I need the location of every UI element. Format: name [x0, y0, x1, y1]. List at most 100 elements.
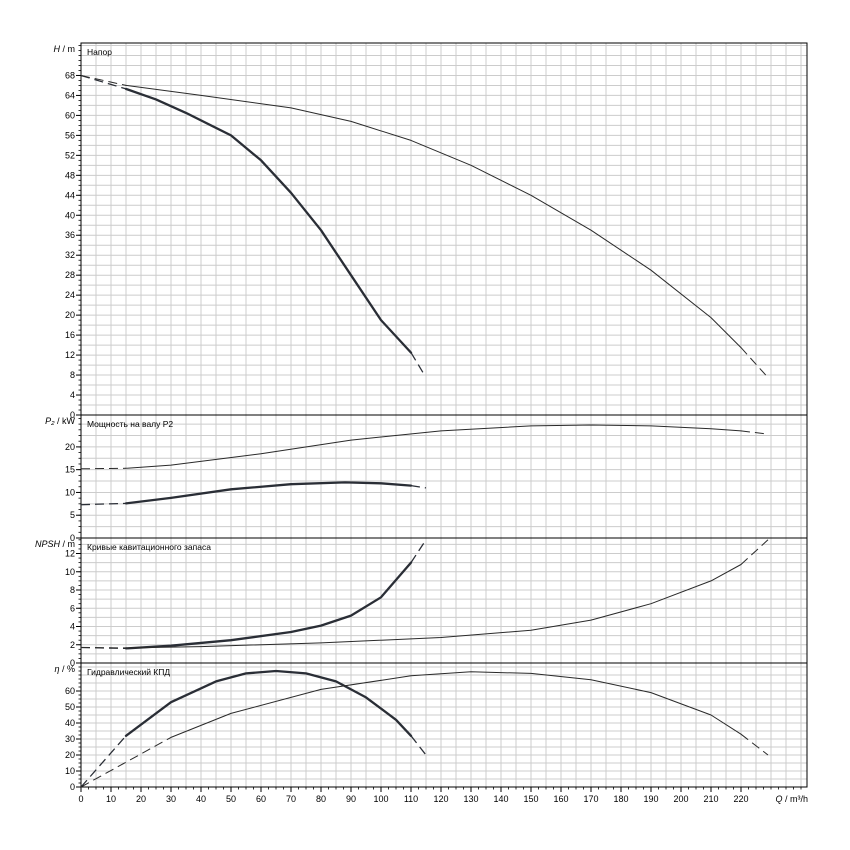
- y-axis-label-name: H: [54, 44, 61, 54]
- y-tick-label-efficiency: 40: [65, 718, 75, 728]
- curve-dashed-end-head-1: [740, 347, 769, 378]
- panel-frame-efficiency: [80, 662, 808, 788]
- y-tick-label-head: 52: [65, 150, 75, 160]
- x-tick-label: 20: [136, 794, 146, 804]
- x-tick-label: 30: [166, 794, 176, 804]
- y-tick-label-head: 60: [65, 110, 75, 120]
- y-axis-label-unit: / m: [60, 44, 75, 54]
- x-tick-label: 200: [673, 794, 688, 804]
- y-axis-label-unit: / m: [60, 539, 75, 549]
- y-tick-label-power: 10: [65, 487, 75, 497]
- curve-dashed-start-efficiency-0: [80, 735, 127, 788]
- y-tick-label-head: 0: [70, 410, 75, 420]
- y-tick-label-power: 20: [65, 442, 75, 452]
- y-tick-label-head: 44: [65, 190, 75, 200]
- y-tick-label-power: 0: [70, 533, 75, 543]
- x-tick-label: 80: [316, 794, 326, 804]
- curve-solid-npsh-0: [124, 561, 413, 650]
- y-tick-label-efficiency: 20: [65, 750, 75, 760]
- y-tick-label-npsh: 2: [70, 640, 75, 650]
- y-tick-label-head: 12: [65, 350, 75, 360]
- panel-title-head: Напор: [87, 47, 112, 57]
- x-tick-label: 140: [493, 794, 508, 804]
- y-tick-label-head: 20: [65, 310, 75, 320]
- y-tick-label-head: 56: [65, 130, 75, 140]
- curve-dashed-end-head-0: [410, 352, 424, 373]
- curve-dashed-end-efficiency-0: [410, 735, 427, 756]
- curve-dashed-end-power-1: [740, 430, 769, 435]
- y-tick-label-head: 24: [65, 290, 75, 300]
- curve-dashed-end-efficiency-1: [740, 733, 769, 756]
- x-tick-label: 170: [583, 794, 598, 804]
- y-axis-label-power: P₂ / kW: [45, 416, 75, 426]
- y-tick-label-head: 64: [65, 90, 75, 100]
- x-tick-label: 120: [433, 794, 448, 804]
- y-axis-label-unit: / kW: [55, 416, 76, 426]
- y-tick-label-efficiency: 30: [65, 734, 75, 744]
- x-tick-label: 220: [733, 794, 748, 804]
- curve-solid-power-0: [124, 481, 413, 505]
- x-tick-label: 40: [196, 794, 206, 804]
- y-axis-label-unit: / %: [59, 664, 75, 674]
- y-tick-label-power: 5: [70, 510, 75, 520]
- y-tick-label-head: 32: [65, 250, 75, 260]
- y-tick-label-efficiency: 50: [65, 702, 75, 712]
- curve-solid-head-0: [124, 87, 413, 354]
- curve-solid-npsh-1: [125, 564, 742, 649]
- x-tick-label: 100: [373, 794, 388, 804]
- x-tick-label: 70: [286, 794, 296, 804]
- frame-layer: [76, 42, 808, 792]
- y-tick-label-npsh: 8: [70, 585, 75, 595]
- curve-dashed-start-head-0: [80, 74, 127, 90]
- panel-frame-power: [80, 414, 808, 539]
- y-tick-label-head: 8: [70, 370, 75, 380]
- y-tick-label-npsh: 12: [65, 549, 75, 559]
- x-tick-label: 130: [463, 794, 478, 804]
- panel-frame-head: [80, 42, 808, 416]
- x-axis-label: Q / m³/h: [775, 794, 808, 804]
- curve-dashed-start-power-0: [80, 502, 127, 506]
- y-axis-label-head: H / m: [54, 44, 76, 54]
- curve-dashed-start-head-1: [80, 75, 127, 86]
- y-axis-label-name: P₂: [45, 416, 55, 426]
- y-tick-label-npsh: 6: [70, 603, 75, 613]
- x-tick-label: 50: [226, 794, 236, 804]
- curve-layer: [80, 74, 769, 788]
- y-axis-label-name: η: [54, 664, 59, 674]
- x-tick-label: 180: [613, 794, 628, 804]
- x-axis-label-unit: / m³/h: [782, 794, 808, 804]
- curve-solid-efficiency-1: [170, 671, 742, 738]
- y-tick-label-npsh: 10: [65, 567, 75, 577]
- x-tick-label: 160: [553, 794, 568, 804]
- x-tick-label: 150: [523, 794, 538, 804]
- curve-dashed-start-efficiency-1: [80, 736, 172, 788]
- curve-dashed-start-power-1: [80, 467, 127, 470]
- y-tick-label-head: 4: [70, 390, 75, 400]
- y-tick-label-head: 36: [65, 230, 75, 240]
- curve-dashed-end-npsh-1: [740, 539, 769, 565]
- y-tick-label-head: 28: [65, 270, 75, 280]
- y-tick-label-npsh: 4: [70, 622, 75, 632]
- y-tick-label-efficiency: 60: [65, 686, 75, 696]
- y-tick-label-head: 40: [65, 210, 75, 220]
- y-axis-label-npsh: NPSH / m: [35, 539, 75, 549]
- curve-solid-power-1: [125, 424, 742, 469]
- curve-dashed-end-npsh-0: [410, 539, 427, 563]
- x-axis-label-name: Q: [775, 794, 782, 804]
- y-tick-label-efficiency: 10: [65, 766, 75, 776]
- x-tick-label: 190: [643, 794, 658, 804]
- x-tick-label: 210: [703, 794, 718, 804]
- panel-title-npsh: Кривые кавитационного запаса: [87, 542, 211, 552]
- y-tick-label-power: 15: [65, 465, 75, 475]
- curve-dashed-end-power-0: [410, 484, 427, 489]
- x-tick-label: 10: [106, 794, 116, 804]
- y-axis-label-efficiency: η / %: [54, 664, 75, 674]
- y-tick-label-head: 68: [65, 70, 75, 80]
- y-tick-label-head: 48: [65, 170, 75, 180]
- x-tick-label: 110: [404, 794, 418, 804]
- y-axis-label-name: NPSH: [35, 539, 61, 549]
- y-tick-label-npsh: 0: [70, 658, 75, 668]
- x-tick-label: 90: [346, 794, 356, 804]
